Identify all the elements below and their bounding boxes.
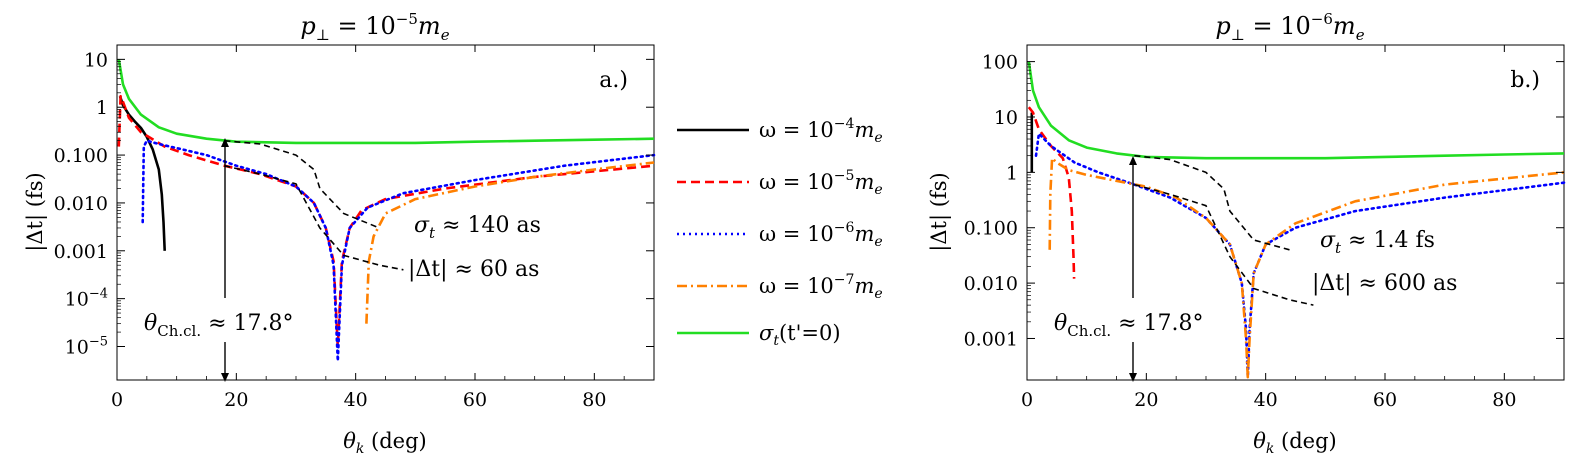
panel-b-annotation-theta: θCh.cl. ≈ 17.8° — [1054, 311, 1204, 340]
panel-a-title: p⊥ = 10−5me — [300, 10, 449, 44]
panel-b-xtick-label: 40 — [1254, 389, 1278, 411]
panel-b-xtick-label: 60 — [1373, 389, 1397, 411]
panel-a-xtick-label: 20 — [224, 389, 248, 411]
panel-a-ytick-label: 10−4 — [65, 287, 108, 311]
panel-b-title: p⊥ = 10−6me — [1215, 10, 1364, 44]
panel-a-series-1 — [117, 94, 655, 348]
panel-b-series-1 — [1027, 106, 1076, 279]
panel-b-ytick-label: 0.010 — [964, 273, 1018, 295]
legend-item-omega-6: ω = 10−6me — [677, 220, 883, 250]
legend-label-omega-6: ω = 10−6me — [759, 220, 883, 250]
panel-a-ytick-label: 0.010 — [54, 193, 108, 215]
panel-b-series-annotation-5 — [1134, 154, 1290, 251]
panel-a-ytick-label: 0.100 — [54, 145, 108, 167]
legend-item-sigma: σt(t'=0) — [677, 321, 841, 349]
panel-b-series-annotation-6 — [1134, 183, 1314, 306]
legend-label-omega-7: ω = 10−7me — [759, 272, 883, 302]
panel-a-label: a.) — [599, 68, 628, 93]
legend: ω = 10−4me ω = 10−5me ω = 10−6me ω = 10−… — [677, 116, 883, 349]
panel-a-series-annotation-5 — [224, 139, 380, 229]
panel-a-ytick-label: 1 — [96, 97, 108, 119]
panel-b-ytick-label: 100 — [982, 52, 1018, 74]
panel-a-annotation-theta: θCh.cl. ≈ 17.8° — [144, 311, 294, 340]
panel-a-annotation-delta: |Δt| ≈ 60 as — [408, 257, 539, 282]
panel-a-xtick-label: 60 — [463, 389, 487, 411]
legend-item-omega-5: ω = 10−5me — [677, 168, 883, 198]
panel-b-xtick-label: 80 — [1492, 389, 1516, 411]
panel-a-series-annotation-6 — [224, 164, 404, 271]
legend-item-omega-7: ω = 10−7me — [677, 272, 883, 302]
panel-b-xlabel: θk (deg) — [1253, 429, 1337, 457]
panel-b-xtick-label: 20 — [1134, 389, 1158, 411]
panel-b-ytick-label: 0.001 — [964, 328, 1018, 350]
panel-b-label: b.) — [1510, 68, 1540, 93]
panel-b-series-3 — [1048, 156, 1565, 379]
panel-b-ytick-label: 1 — [1006, 162, 1018, 184]
panel-a-series-3 — [365, 161, 655, 324]
panel-b-ylabel: |Δt| (fs) — [927, 172, 952, 251]
panel-b: p⊥ = 10−6me 0 20 40 60 80 100 10 1 0.100 0.010 0.0… — [927, 10, 1566, 457]
panel-a-ytick-label: 10−5 — [65, 335, 108, 359]
panel-a-ytick-label: 10 — [84, 49, 108, 71]
panel-b-series-2 — [1034, 132, 1566, 379]
panel-a-xlabel: θk (deg) — [343, 429, 427, 457]
legend-label-omega-4: ω = 10−4me — [759, 116, 883, 146]
legend-label-sigma: σt(t'=0) — [759, 321, 841, 349]
panel-a-ylabel: |Δt| (fs) — [23, 172, 48, 251]
legend-label-omega-5: ω = 10−5me — [759, 168, 883, 198]
panel-b-ytick-label: 10 — [994, 107, 1018, 129]
panel-b-annotation-sigma: σt ≈ 1.4 fs — [1320, 228, 1435, 257]
panel-a-xtick-label: 80 — [582, 389, 606, 411]
panel-b-annotation-delta: |Δt| ≈ 600 as — [1312, 271, 1457, 296]
panel-a-series-4 — [117, 59, 655, 145]
panel-a-xtick-label: 40 — [344, 389, 368, 411]
panel-a-series-2 — [141, 139, 656, 363]
panel-b-ytick-label: 0.100 — [964, 218, 1018, 240]
legend-item-omega-4: ω = 10−4me — [677, 116, 883, 146]
panel-a-xtick-label: 0 — [111, 389, 123, 411]
panel-a-annotation-sigma: σt ≈ 140 as — [414, 213, 541, 242]
panel-a-ytick-label: 0.001 — [54, 241, 108, 263]
panel-b-series-4 — [1027, 61, 1565, 160]
panel-b-xtick-label: 0 — [1021, 389, 1033, 411]
panel-a: p⊥ = 10−5me 0 20 40 60 80 10 1 0.100 0.010 0.001 1… — [23, 10, 656, 457]
